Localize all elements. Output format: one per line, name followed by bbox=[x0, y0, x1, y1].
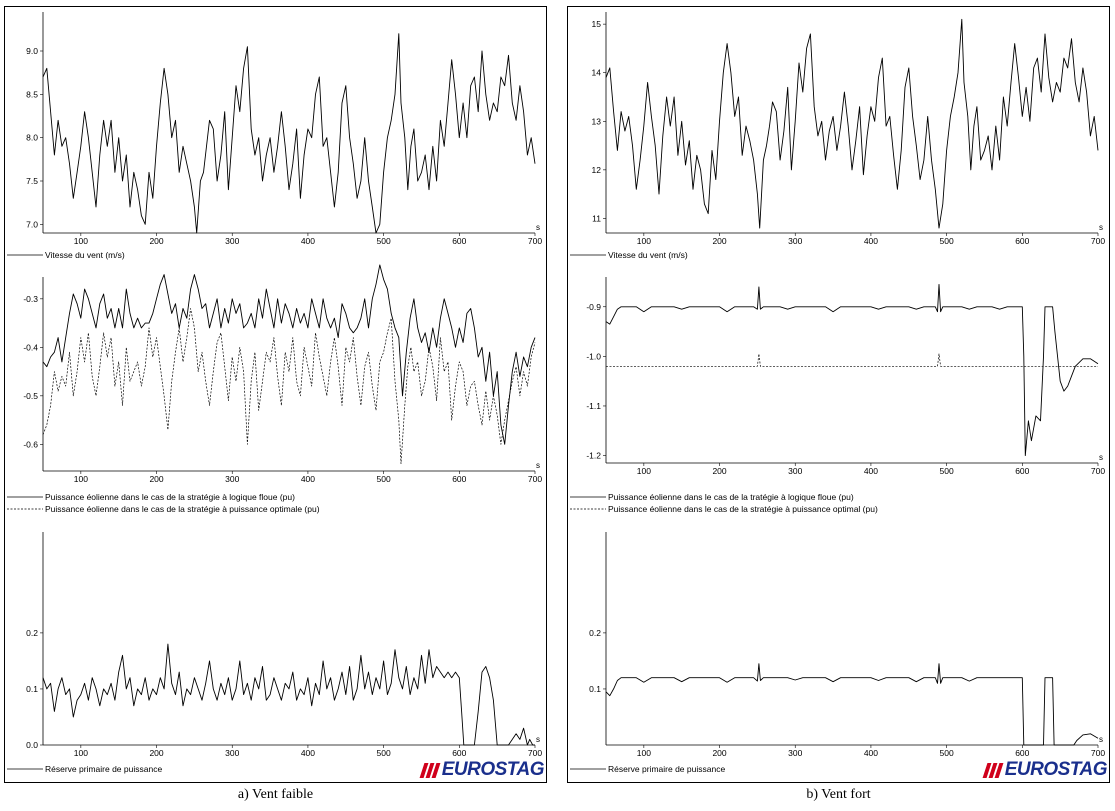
chart-5-y-tick-label: 0.1 bbox=[589, 684, 601, 694]
chart-3-y-tick-label: 13 bbox=[592, 116, 602, 126]
chart-2-y-tick-label: 0.0 bbox=[26, 740, 38, 750]
chart-2-x-tick-label: 300 bbox=[225, 748, 239, 758]
chart-3-x-tick-label: 700 bbox=[1091, 236, 1105, 246]
chart-1-y-tick-label: -0.5 bbox=[23, 391, 38, 401]
chart-4-y-tick-label: -0.9 bbox=[586, 302, 601, 312]
chart-3-x-tick-label: 100 bbox=[637, 236, 651, 246]
chart-3-x-unit-label: s bbox=[1099, 223, 1103, 232]
chart-2-legend-0-label: Réserve primaire de puissance bbox=[45, 764, 162, 774]
eurostag-logo: EUROSTAG bbox=[419, 759, 545, 780]
chart-1-series-1-line bbox=[42, 308, 536, 465]
chart-0-series-0-line bbox=[42, 33, 536, 234]
chart-1-x-tick-label: 100 bbox=[74, 474, 88, 484]
chart-5-x-tick-label: 100 bbox=[637, 748, 651, 758]
chart-0-y-tick-label: 8.5 bbox=[26, 89, 38, 99]
chart-5-x-unit-label: s bbox=[1099, 735, 1103, 744]
caption-vent-fort: b) Vent fort bbox=[806, 787, 871, 802]
chart-4-y-tick-label: -1.0 bbox=[586, 351, 601, 361]
chart-4-legend-0-label: Puissance éolienne dans le cas de la tra… bbox=[608, 492, 854, 502]
chart-4-y-tick-label: -1.2 bbox=[586, 451, 601, 461]
chart-5-x-tick-label: 600 bbox=[1015, 748, 1029, 758]
chart-3-y-tick-label: 12 bbox=[592, 165, 602, 175]
chart-3-y-tick-label: 14 bbox=[592, 68, 602, 78]
chart-5-y-tick-label: 0.2 bbox=[589, 628, 601, 638]
chart-0-x-tick-label: 400 bbox=[301, 236, 315, 246]
chart-2-x-tick-label: 700 bbox=[528, 748, 542, 758]
chart-0-x-tick-label: 500 bbox=[377, 236, 391, 246]
chart-4-y-tick-label: -1.1 bbox=[586, 401, 601, 411]
chart-4-x-tick-label: 600 bbox=[1015, 466, 1029, 476]
charts-vent-fort: 100 200 300 400 500 600 700 s 11 12 13 14 15 Vitesse … bbox=[570, 12, 1105, 774]
chart-5-x-tick-label: 300 bbox=[788, 748, 802, 758]
logo-text: EUROSTAG bbox=[441, 759, 545, 780]
chart-1-y-tick-label: -0.3 bbox=[23, 294, 38, 304]
chart-2-x-tick-label: 600 bbox=[452, 748, 466, 758]
chart-5-x-tick-label: 200 bbox=[712, 748, 726, 758]
chart-4-x-tick-label: 700 bbox=[1091, 466, 1105, 476]
chart-2-y-tick-label: 0.1 bbox=[26, 684, 38, 694]
chart-2-series-0-line bbox=[42, 643, 535, 746]
chart-1-series-0-line bbox=[42, 264, 536, 445]
chart-2-x-tick-label: 500 bbox=[377, 748, 391, 758]
chart-4-x-tick-label: 300 bbox=[788, 466, 802, 476]
chart-3-y-tick-label: 11 bbox=[592, 213, 601, 223]
chart-4-series-0-line bbox=[605, 283, 1099, 457]
chart-0-y-tick-label: 7.0 bbox=[26, 219, 38, 229]
chart-1-x-tick-label: 600 bbox=[452, 474, 466, 484]
chart-2-y-tick-label: 0.2 bbox=[26, 628, 38, 638]
chart-3-legend-0-label: Vitesse du vent (m/s) bbox=[608, 250, 688, 260]
chart-3-y-tick-label: 15 bbox=[592, 19, 602, 29]
chart-1-x-tick-label: 400 bbox=[301, 474, 315, 484]
chart-4-series-1-line bbox=[606, 353, 1098, 367]
logo-bars-icon bbox=[982, 762, 1004, 778]
chart-1-x-tick-label: 700 bbox=[528, 474, 542, 484]
chart-1-x-tick-label: 500 bbox=[377, 474, 391, 484]
chart-3-x-tick-label: 300 bbox=[788, 236, 802, 246]
chart-2-x-unit-label: s bbox=[536, 735, 540, 744]
chart-0-x-tick-label: 200 bbox=[149, 236, 163, 246]
chart-4-x-tick-label: 100 bbox=[637, 466, 651, 476]
chart-4-x-tick-label: 200 bbox=[712, 466, 726, 476]
chart-1-y-tick-label: -0.4 bbox=[23, 342, 38, 352]
chart-1-x-tick-label: 200 bbox=[149, 474, 163, 484]
chart-0-x-tick-label: 300 bbox=[225, 236, 239, 246]
caption-vent-faible: a) Vent faible bbox=[237, 787, 314, 802]
chart-4-x-tick-label: 500 bbox=[940, 466, 954, 476]
chart-5-series-0-line bbox=[605, 663, 1099, 746]
chart-1-legend-1-label: Puissance éolienne dans le cas de la str… bbox=[45, 504, 320, 514]
logo-text: EUROSTAG bbox=[1004, 759, 1108, 780]
chart-1-legend-0-label: Puissance éolienne dans le cas de la str… bbox=[45, 492, 295, 502]
chart-5-legend-0-label: Réserve primaire de puissance bbox=[608, 764, 725, 774]
logo-bars-icon bbox=[419, 762, 441, 778]
chart-3-x-tick-label: 500 bbox=[940, 236, 954, 246]
panel-vent-fort: 100 200 300 400 500 600 700 s 11 12 13 14 15 Vitesse … bbox=[567, 6, 1110, 783]
chart-2-x-tick-label: 200 bbox=[149, 748, 163, 758]
chart-5-x-tick-label: 400 bbox=[864, 748, 878, 758]
chart-5-x-tick-label: 700 bbox=[1091, 748, 1105, 758]
chart-3-x-tick-label: 400 bbox=[864, 236, 878, 246]
chart-0-x-unit-label: s bbox=[536, 223, 540, 232]
chart-4-legend-1-label: Puissance éolienne dans le cas de la str… bbox=[608, 504, 878, 514]
chart-2-x-tick-label: 400 bbox=[301, 748, 315, 758]
chart-3-series-0-line bbox=[605, 18, 1099, 229]
chart-0-x-tick-label: 600 bbox=[452, 236, 466, 246]
eurostag-logo: EUROSTAG bbox=[982, 759, 1108, 780]
chart-0-x-tick-label: 700 bbox=[528, 236, 542, 246]
chart-3-x-tick-label: 200 bbox=[712, 236, 726, 246]
chart-1-y-tick-label: -0.6 bbox=[23, 439, 38, 449]
chart-0-y-tick-label: 8.0 bbox=[26, 133, 38, 143]
chart-0-x-tick-label: 100 bbox=[74, 236, 88, 246]
charts-vent-faible: 100 200 300 400 500 600 700 s 7.0 7.5 8.0 8.5 9.0 Vit… bbox=[7, 12, 542, 774]
chart-0-legend-0-label: Vitesse du vent (m/s) bbox=[45, 250, 125, 260]
chart-1-x-tick-label: 300 bbox=[225, 474, 239, 484]
chart-5-x-tick-label: 500 bbox=[940, 748, 954, 758]
chart-4-x-unit-label: s bbox=[1099, 453, 1103, 462]
chart-4-x-tick-label: 400 bbox=[864, 466, 878, 476]
panel-vent-faible: 100 200 300 400 500 600 700 s 7.0 7.5 8.0 8.5 9.0 Vit… bbox=[4, 6, 547, 783]
chart-1-x-unit-label: s bbox=[536, 461, 540, 470]
chart-2-x-tick-label: 100 bbox=[74, 748, 88, 758]
chart-3-x-tick-label: 600 bbox=[1015, 236, 1029, 246]
chart-0-y-tick-label: 9.0 bbox=[26, 46, 38, 56]
chart-0-y-tick-label: 7.5 bbox=[26, 176, 38, 186]
